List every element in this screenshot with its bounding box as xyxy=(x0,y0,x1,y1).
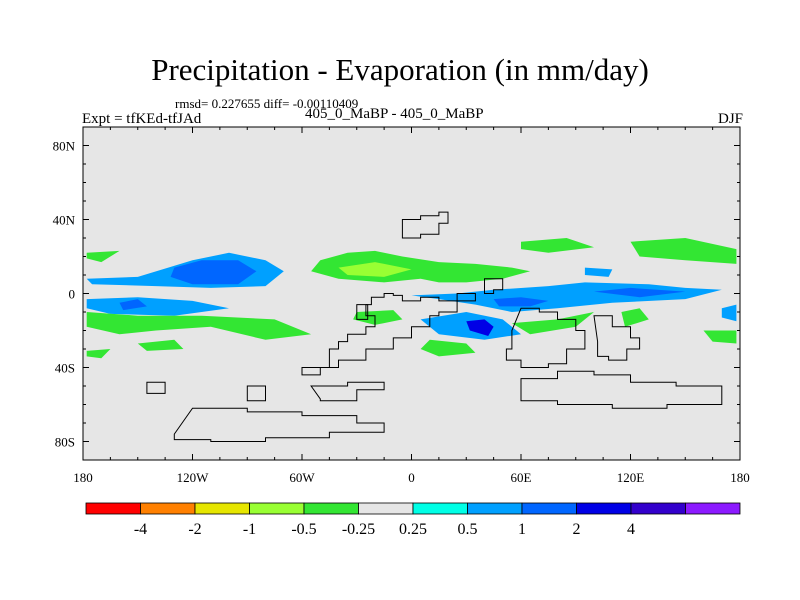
colorbar-label-5: 0.25 xyxy=(399,521,427,538)
x-tick-label-5: 120E xyxy=(617,470,645,485)
colorbar-box-7 xyxy=(467,502,523,515)
contour-line-2 xyxy=(401,211,449,239)
x-tick-label-0: 180 xyxy=(73,470,93,485)
field-region-2 xyxy=(170,260,257,285)
y-tick-label-0: 80N xyxy=(53,139,76,154)
field-region-18 xyxy=(521,238,594,253)
y-tick-label-4: 80S xyxy=(55,435,75,450)
field-region-23 xyxy=(703,330,737,344)
colorbar-box-1 xyxy=(140,502,196,515)
colorbar-box-4 xyxy=(303,502,359,515)
colorbar-box-5 xyxy=(358,502,414,515)
colorbar-label-1: -2 xyxy=(188,521,201,538)
contour-line-0 xyxy=(301,293,476,376)
colorbar-box-2 xyxy=(194,502,250,515)
colorbar-label-2: -1 xyxy=(243,521,256,538)
field-region-15 xyxy=(338,262,412,277)
field-region-9 xyxy=(584,267,613,277)
coastline-contours xyxy=(146,211,723,442)
y-tick-label-2: 0 xyxy=(69,287,76,302)
field-region-22 xyxy=(86,349,111,359)
contour-line-6 xyxy=(593,315,641,361)
colorbar-box-8 xyxy=(521,502,577,515)
colorbar-label-3: -0.5 xyxy=(291,521,316,538)
x-tick-label-3: 0 xyxy=(408,470,415,485)
colorbar-label-4: -0.25 xyxy=(342,521,375,538)
field-region-19 xyxy=(511,312,594,335)
colorbar-label-9: 4 xyxy=(627,521,635,538)
field-region-20 xyxy=(621,308,649,327)
field-region-3 xyxy=(119,299,147,311)
field-regions xyxy=(83,127,740,460)
field-region-8 xyxy=(466,319,494,336)
colorbar-label-7: 1 xyxy=(518,521,526,538)
colorbar-box-9 xyxy=(576,502,632,515)
colorbar-label-6: 0.5 xyxy=(458,521,478,538)
colorbar-box-11 xyxy=(685,502,741,515)
x-tick-label-1: 120W xyxy=(177,470,210,485)
chart-title: Precipitation - Evaporation (in mm/day) xyxy=(151,52,649,87)
field-region-12 xyxy=(86,312,312,340)
x-tick-label-2: 60W xyxy=(289,470,315,485)
colorbar-box-3 xyxy=(249,502,305,515)
experiment-label: Expt = tfKEd-tfJAd xyxy=(82,111,202,127)
field-region-10 xyxy=(721,304,737,322)
x-tick-label-4: 60E xyxy=(511,470,532,485)
season-label: DJF xyxy=(717,111,743,127)
field-region-13 xyxy=(137,339,184,351)
stats-line: rmsd= 0.227655 diff= -0.00110409 xyxy=(175,96,359,111)
colorbar-label-8: 2 xyxy=(573,521,581,538)
colorbar: -4 -2 -1 -0.5 -0.25 0.25 0.5 1 2 4 xyxy=(85,502,741,538)
colorbar-box-10 xyxy=(630,502,686,515)
contour-line-4 xyxy=(484,278,504,294)
contour-line-5 xyxy=(505,307,586,368)
field-region-17 xyxy=(420,339,476,357)
y-tick-label-1: 40N xyxy=(53,213,76,228)
contour-line-10 xyxy=(246,385,266,402)
x-tick-label-6: 180 xyxy=(730,470,750,485)
field-region-21 xyxy=(630,238,737,264)
field-region-5 xyxy=(493,297,549,307)
field-region-11 xyxy=(86,250,120,263)
contour-line-7 xyxy=(520,370,723,409)
colorbar-box-6 xyxy=(412,502,468,515)
period-label: 405_0_MaBP - 405_0_MaBP xyxy=(305,106,484,122)
contour-line-9 xyxy=(146,381,166,394)
contour-line-3 xyxy=(356,304,369,320)
field-region-1 xyxy=(86,297,229,316)
field-region-6 xyxy=(594,287,686,298)
colorbar-box-0 xyxy=(85,502,141,515)
map-axes: 180 120W 60W 0 60E 120E 180 80N 40N 0 40S 80S xyxy=(53,126,750,485)
contour-line-1 xyxy=(310,381,385,402)
contour-line-8 xyxy=(173,407,385,442)
colorbar-label-0: -4 xyxy=(134,521,147,538)
y-tick-label-3: 40S xyxy=(55,361,75,376)
